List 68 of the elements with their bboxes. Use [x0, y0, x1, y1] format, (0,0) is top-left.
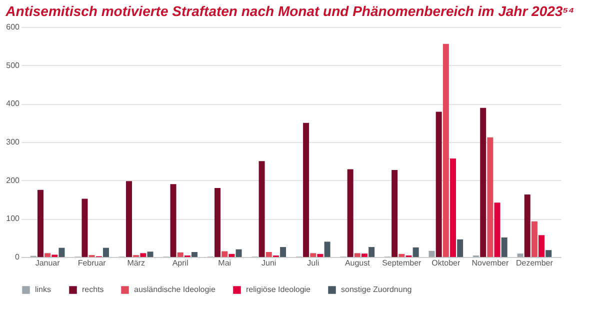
legend-label: rechts: [82, 285, 104, 294]
bar: [258, 161, 265, 257]
bar: [457, 239, 464, 257]
x-tick-label: März: [127, 258, 145, 268]
bar: [266, 252, 272, 257]
legend-label: religiöse Ideologie: [246, 285, 312, 294]
y-tick-label: 400: [6, 99, 20, 108]
bar: [361, 254, 368, 257]
x-tick-label: Oktober: [432, 258, 460, 268]
x-tick-label: September: [382, 258, 422, 268]
legend-label: ausländische Ideologie: [134, 285, 216, 294]
bar: [58, 248, 65, 257]
bar: [280, 247, 286, 257]
bar: [324, 242, 330, 257]
y-tick-label: 300: [6, 138, 20, 146]
bar: [192, 252, 198, 257]
chart-title: Antisemitisch motivierte Straftaten nach Monat und Phänomenbereich im Jahr 2023⁵⁴: [4, 3, 574, 19]
legend-label: sonstige Zuordnung: [341, 285, 412, 294]
bar: [398, 254, 405, 257]
bar: [310, 253, 316, 257]
bar: [412, 247, 419, 257]
bar: [450, 158, 456, 257]
bar: [222, 251, 228, 257]
y-tick-label: 600: [6, 22, 20, 32]
y-tick-label: 200: [6, 176, 20, 185]
bar: [214, 188, 221, 257]
bar: [494, 202, 500, 257]
x-tick-label: Februar: [78, 258, 106, 268]
bar: [538, 235, 545, 257]
x-tick-label: Januar: [35, 258, 60, 268]
bar: [317, 254, 324, 257]
y-tick-label: 100: [6, 214, 20, 224]
bar: [347, 169, 354, 257]
bar: [82, 198, 88, 257]
bar: [517, 254, 524, 257]
bar: [524, 194, 530, 257]
bar: [37, 190, 44, 257]
bar: [44, 253, 51, 257]
bar: [126, 181, 132, 257]
bar: [531, 221, 538, 257]
x-tick-label: November: [472, 258, 509, 268]
bar: [501, 237, 508, 257]
bar: [442, 44, 449, 257]
bar: [102, 248, 109, 257]
bar: [140, 253, 146, 257]
bar: [170, 184, 176, 257]
bar: [236, 249, 242, 257]
y-tick-label: 500: [6, 60, 20, 70]
bar: [428, 250, 435, 257]
legend-label: links: [35, 285, 52, 294]
bar: [487, 137, 494, 257]
x-tick-label: Juli: [307, 258, 320, 268]
bar: [303, 122, 310, 257]
bar: [177, 252, 184, 257]
x-tick-label: Dezember: [516, 258, 554, 268]
x-tick-label: April: [172, 258, 189, 268]
y-tick-label: 0: [15, 252, 20, 262]
bar: [436, 112, 442, 257]
x-tick-label: Mai: [218, 258, 232, 268]
bar: [147, 252, 154, 257]
bar: [228, 254, 235, 257]
bar: [368, 247, 375, 257]
bar: [480, 108, 486, 257]
bar: [546, 250, 552, 257]
bar: [354, 253, 360, 257]
bar: [392, 170, 398, 257]
x-tick-label: Juni: [262, 258, 276, 268]
x-tick-label: August: [344, 258, 371, 268]
